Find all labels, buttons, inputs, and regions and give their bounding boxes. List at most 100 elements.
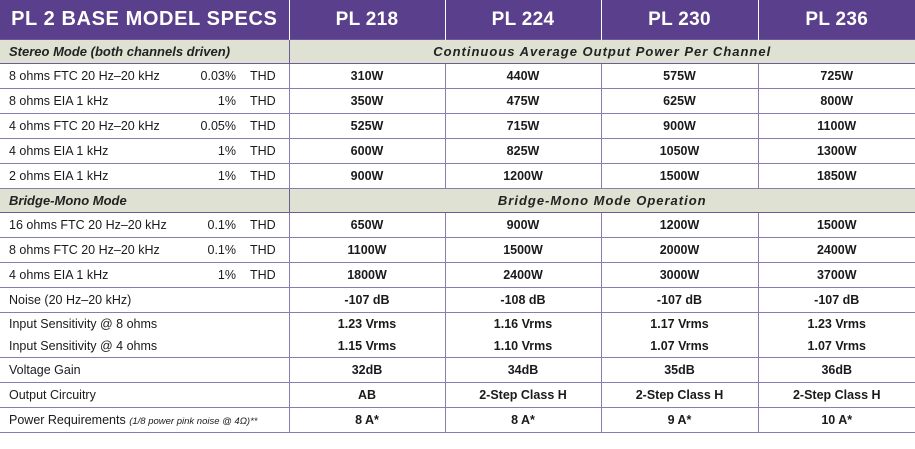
model-header: PL 224: [445, 0, 602, 40]
model-header: PL 230: [601, 0, 759, 40]
cell-value: 35dB: [601, 357, 759, 383]
cell-value: 1500W: [601, 163, 759, 189]
section-label: Bridge-Mono Mode: [0, 188, 290, 213]
cell-value: 2400W: [445, 262, 602, 288]
cell-value: 440W: [445, 63, 602, 89]
cell-value: 8 A*: [289, 407, 446, 433]
cell-value: 900W: [601, 113, 759, 139]
cell-value: 2-Step Class H: [445, 382, 602, 408]
cell-value: 1.07 Vrms: [758, 335, 915, 358]
cell-value: 1.17 Vrms: [601, 312, 759, 335]
table-row-gain: Voltage Gain 32dB 34dB 35dB 36dB: [0, 357, 915, 383]
table-row: 2 ohms EIA 1 kHz 1% THD 900W 1200W 1500W 1…: [0, 163, 915, 189]
row-label: 8 ohms FTC 20 Hz–20 kHz 0.03% THD: [0, 63, 290, 89]
cell-value: 36dB: [758, 357, 915, 383]
cell-value: -107 dB: [289, 287, 446, 313]
row-label: 4 ohms EIA 1 kHz 1% THD: [0, 138, 290, 164]
cell-value: 1200W: [445, 163, 602, 189]
table-row: 4 ohms EIA 1 kHz 1% THD 1800W 2400W 3000W …: [0, 262, 915, 288]
cell-value: 900W: [445, 212, 602, 238]
cell-value: 800W: [758, 88, 915, 114]
cell-value: -107 dB: [601, 287, 759, 313]
row-label: Input Sensitivity @ 8 ohms: [0, 312, 290, 335]
row-label: 2 ohms EIA 1 kHz 1% THD: [0, 163, 290, 189]
model-header: PL 218: [289, 0, 446, 40]
cell-value: 3700W: [758, 262, 915, 288]
cell-value: 1.23 Vrms: [289, 312, 446, 335]
cell-value: 725W: [758, 63, 915, 89]
table-row: 4 ohms FTC 20 Hz–20 kHz 0.05% THD 525W 715…: [0, 113, 915, 139]
specs-table: PL 2 BASE MODEL SPECS PL 218 PL 224 PL 2…: [0, 0, 915, 433]
thd-label: THD: [250, 144, 276, 158]
cell-value: 9 A*: [601, 407, 759, 433]
cell-value: 2000W: [601, 237, 759, 263]
row-label: 8 ohms FTC 20 Hz–20 kHz 0.1% THD: [0, 237, 290, 263]
table-row: 16 ohms FTC 20 Hz–20 kHz 0.1% THD 650W 900…: [0, 212, 915, 238]
table-row-sensitivity-4: Input Sensitivity @ 4 ohms 1.15 Vrms 1.1…: [0, 335, 915, 358]
cell-value: 1.15 Vrms: [289, 335, 446, 358]
section-row-stereo: Stereo Mode (both channels driven) Conti…: [0, 39, 915, 64]
row-label: Output Circuitry: [0, 382, 290, 408]
thd-percent: 0.1%: [207, 243, 237, 257]
condition: 4 ohms EIA 1 kHz: [9, 268, 109, 282]
thd-percent: 1%: [217, 169, 236, 183]
cell-value: 1500W: [445, 237, 602, 263]
cell-value: 575W: [601, 63, 759, 89]
cell-value: 3000W: [601, 262, 759, 288]
row-label: 16 ohms FTC 20 Hz–20 kHz 0.1% THD: [0, 212, 290, 238]
cell-value: 2-Step Class H: [758, 382, 915, 408]
cell-value: 475W: [445, 88, 602, 114]
cell-value: 1050W: [601, 138, 759, 164]
cell-value: 525W: [289, 113, 446, 139]
power-note: (1/8 power pink noise @ 4Ω)**: [129, 416, 258, 427]
cell-value: 1100W: [758, 113, 915, 139]
cell-value: 350W: [289, 88, 446, 114]
thd-label: THD: [250, 243, 276, 257]
cell-value: 1500W: [758, 212, 915, 238]
row-label: Input Sensitivity @ 4 ohms: [0, 335, 290, 358]
cell-value: 715W: [445, 113, 602, 139]
cell-value: 1850W: [758, 163, 915, 189]
cell-value: 2400W: [758, 237, 915, 263]
cell-value: 1.16 Vrms: [445, 312, 602, 335]
table-row: 4 ohms EIA 1 kHz 1% THD 600W 825W 1050W 13…: [0, 138, 915, 164]
cell-value: 600W: [289, 138, 446, 164]
row-label: Noise (20 Hz–20 kHz): [0, 287, 290, 313]
cell-value: 8 A*: [445, 407, 602, 433]
condition: 4 ohms EIA 1 kHz: [9, 144, 109, 158]
power-label: Power Requirements: [9, 413, 126, 427]
section-label: Stereo Mode (both channels driven): [0, 39, 290, 64]
cell-value: 10 A*: [758, 407, 915, 433]
table-row: 8 ohms FTC 20 Hz–20 kHz 0.1% THD 1100W 150…: [0, 237, 915, 263]
cell-value: 900W: [289, 163, 446, 189]
condition: 16 ohms FTC 20 Hz–20 kHz: [9, 218, 167, 232]
thd-percent: 0.05%: [200, 119, 236, 133]
table-row-noise: Noise (20 Hz–20 kHz) -107 dB -108 dB -10…: [0, 287, 915, 313]
condition: 2 ohms EIA 1 kHz: [9, 169, 109, 183]
cell-value: 310W: [289, 63, 446, 89]
thd-label: THD: [250, 268, 276, 282]
row-label: 8 ohms EIA 1 kHz 1% THD: [0, 88, 290, 114]
thd-label: THD: [250, 69, 276, 83]
thd-percent: 1%: [217, 144, 236, 158]
thd-percent: 1%: [217, 268, 236, 282]
model-header: PL 236: [758, 0, 915, 40]
row-label: 4 ohms EIA 1 kHz 1% THD: [0, 262, 290, 288]
condition: 8 ohms EIA 1 kHz: [9, 94, 109, 108]
cell-value: 825W: [445, 138, 602, 164]
cell-value: AB: [289, 382, 446, 408]
cell-value: 34dB: [445, 357, 602, 383]
row-label: Voltage Gain: [0, 357, 290, 383]
section-row-bridge: Bridge-Mono Mode Bridge-Mono Mode Operat…: [0, 188, 915, 213]
cell-value: 1200W: [601, 212, 759, 238]
cell-value: 650W: [289, 212, 446, 238]
cell-value: -107 dB: [758, 287, 915, 313]
section-title: Continuous Average Output Power Per Chan…: [289, 39, 915, 64]
thd-percent: 1%: [217, 94, 236, 108]
cell-value: -108 dB: [445, 287, 602, 313]
condition: 8 ohms FTC 20 Hz–20 kHz: [9, 69, 160, 83]
thd-percent: 0.03%: [200, 69, 236, 83]
cell-value: 1300W: [758, 138, 915, 164]
table-row: 8 ohms FTC 20 Hz–20 kHz 0.03% THD 310W 440…: [0, 63, 915, 89]
cell-value: 1800W: [289, 262, 446, 288]
